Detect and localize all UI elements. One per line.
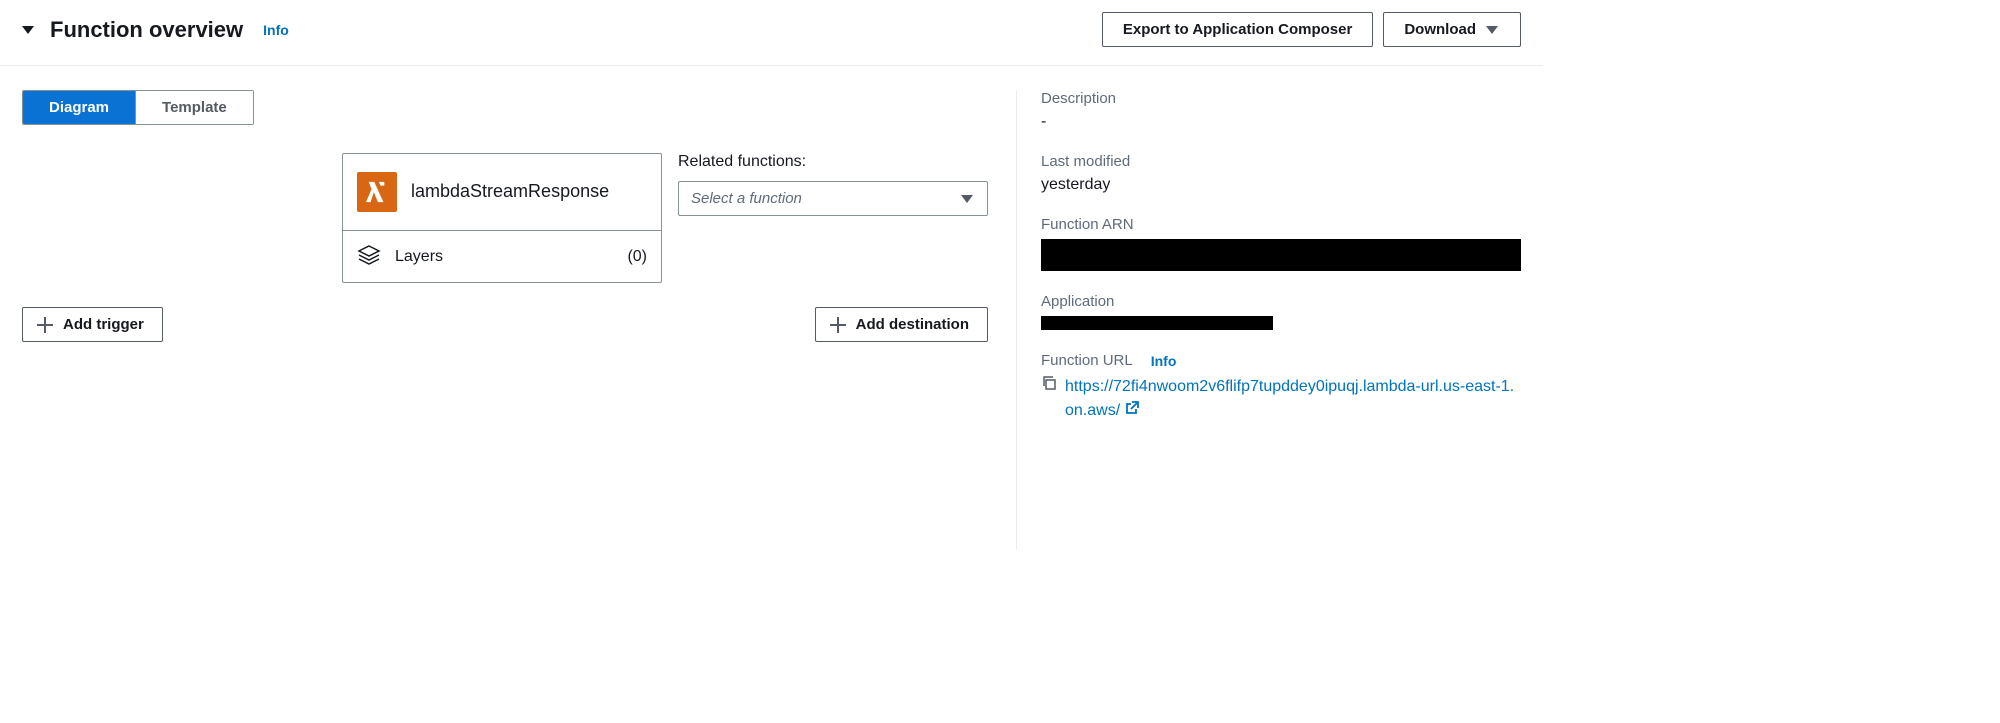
- function-url-row: https://72fi4nwoom2v6flifp7tupddey0ipuqj…: [1041, 375, 1521, 423]
- view-toggle: Diagram Template: [22, 90, 254, 125]
- description-label: Description: [1041, 90, 1521, 107]
- panel-header: Function overview Info Export to Applica…: [0, 0, 1543, 66]
- panel-body: Diagram Template lambdaStreamResponse: [0, 66, 1543, 550]
- chevron-down-icon: [1486, 26, 1498, 34]
- header-actions: Export to Application Composer Download: [1102, 12, 1521, 47]
- function-card-header: lambdaStreamResponse: [343, 154, 661, 230]
- function-url-block: Function URL Info https://72fi4nwoom2v6f…: [1041, 352, 1521, 423]
- function-url-label-row: Function URL Info: [1041, 352, 1521, 369]
- export-button-label: Export to Application Composer: [1123, 21, 1352, 38]
- function-name: lambdaStreamResponse: [411, 180, 609, 203]
- add-destination-label: Add destination: [856, 316, 969, 333]
- function-overview-panel: Function overview Info Export to Applica…: [0, 0, 1543, 550]
- panel-title: Function overview: [50, 17, 243, 43]
- application-redacted: [1041, 316, 1273, 330]
- export-to-composer-button[interactable]: Export to Application Composer: [1102, 12, 1373, 47]
- related-function-select[interactable]: Select a function: [678, 181, 988, 216]
- related-functions: Related functions: Select a function: [678, 153, 988, 216]
- description-value: -: [1041, 113, 1521, 131]
- select-placeholder: Select a function: [691, 190, 802, 207]
- lambda-icon: [357, 172, 397, 212]
- tab-diagram[interactable]: Diagram: [23, 91, 135, 124]
- info-link[interactable]: Info: [263, 22, 289, 38]
- add-actions-row: Add trigger Add destination: [22, 307, 988, 342]
- layers-left: Layers: [357, 243, 443, 270]
- download-button-label: Download: [1404, 21, 1476, 38]
- details-column: Description - Last modified yesterday Fu…: [1041, 90, 1521, 550]
- layers-row[interactable]: Layers (0): [343, 230, 661, 282]
- plus-icon: [830, 317, 846, 333]
- tab-template[interactable]: Template: [135, 91, 253, 124]
- function-arn-label: Function ARN: [1041, 216, 1521, 233]
- related-functions-label: Related functions:: [678, 153, 988, 171]
- function-arn-block: Function ARN: [1041, 216, 1521, 271]
- function-url-label: Function URL: [1041, 352, 1133, 369]
- last-modified-value: yesterday: [1041, 176, 1521, 194]
- diagram-area: lambdaStreamResponse Layers: [22, 153, 992, 283]
- collapse-caret-icon[interactable]: [22, 26, 34, 34]
- header-left: Function overview Info: [22, 17, 289, 43]
- external-link-icon: [1125, 399, 1141, 423]
- function-arn-redacted: [1041, 239, 1521, 271]
- copy-icon[interactable]: [1041, 375, 1057, 394]
- add-destination-button[interactable]: Add destination: [815, 307, 988, 342]
- function-card[interactable]: lambdaStreamResponse Layers: [342, 153, 662, 283]
- plus-icon: [37, 317, 53, 333]
- function-url-info-link[interactable]: Info: [1151, 353, 1177, 369]
- add-trigger-label: Add trigger: [63, 316, 144, 333]
- function-url-link[interactable]: https://72fi4nwoom2v6flifp7tupddey0ipuqj…: [1065, 375, 1521, 423]
- description-block: Description -: [1041, 90, 1521, 131]
- last-modified-block: Last modified yesterday: [1041, 153, 1521, 194]
- application-block: Application: [1041, 293, 1521, 330]
- last-modified-label: Last modified: [1041, 153, 1521, 170]
- download-button[interactable]: Download: [1383, 12, 1521, 47]
- application-label: Application: [1041, 293, 1521, 310]
- layers-count: (0): [627, 248, 647, 266]
- layers-icon: [357, 243, 381, 270]
- diagram-column: Diagram Template lambdaStreamResponse: [22, 90, 1017, 550]
- chevron-down-icon: [961, 195, 973, 203]
- add-trigger-button[interactable]: Add trigger: [22, 307, 163, 342]
- layers-label: Layers: [395, 248, 443, 266]
